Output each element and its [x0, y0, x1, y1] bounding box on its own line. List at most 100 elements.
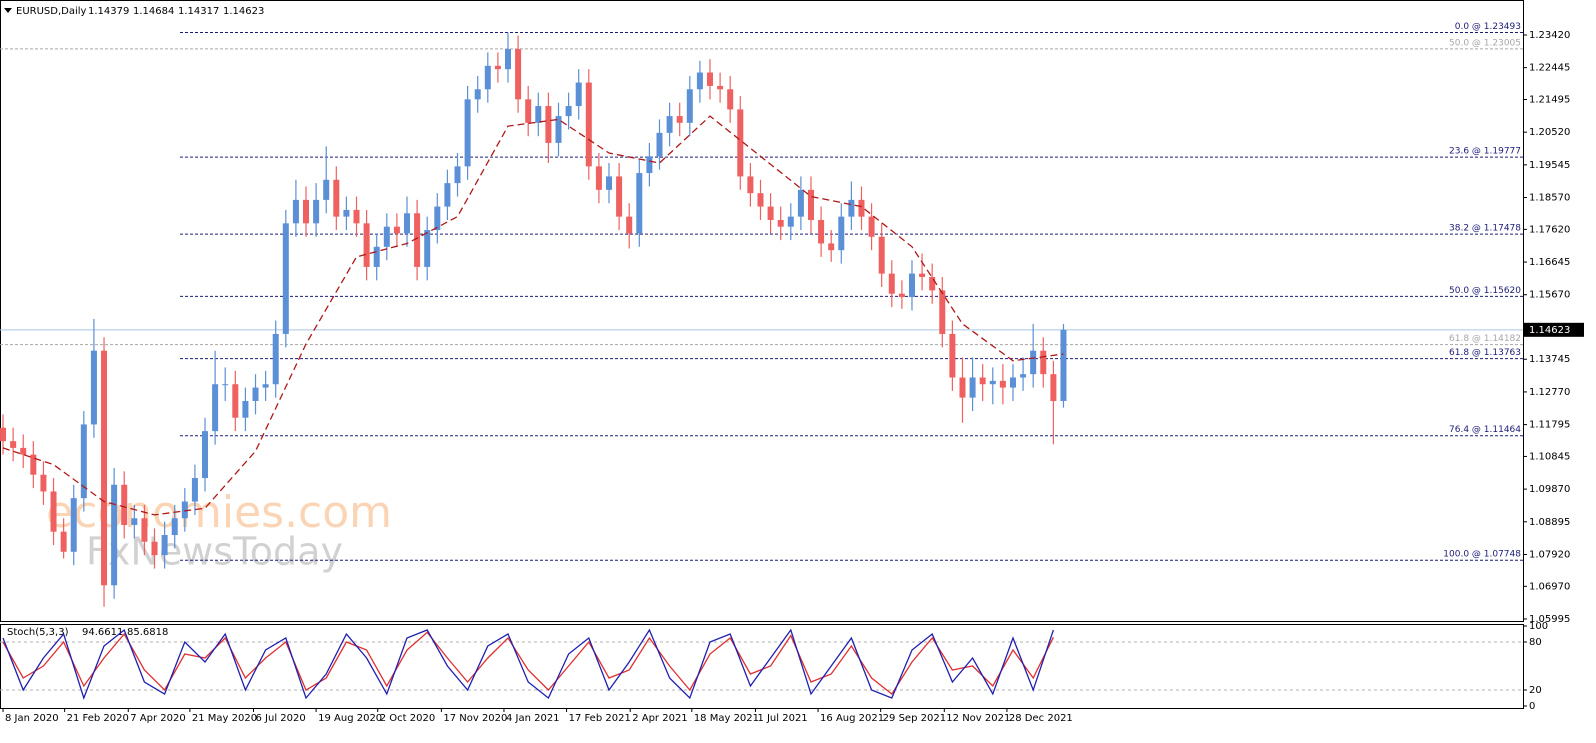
candle-body: [353, 209, 360, 224]
candle-body: [818, 219, 825, 244]
y-tick-label: 1.17620: [1529, 224, 1570, 235]
candle-body: [717, 85, 724, 90]
ohlc-reading: 1.14684: [133, 6, 174, 17]
candle-body: [1020, 374, 1027, 378]
candle-body: [767, 206, 774, 220]
candle-body: [50, 491, 57, 532]
candle-body: [737, 109, 744, 177]
candle-body: [777, 219, 784, 227]
candle-body: [888, 273, 895, 294]
watermark: FxNewsToday: [86, 530, 343, 574]
fib-label: 0.0 @ 1.23493: [1455, 22, 1521, 32]
x-tick-label: 18 May 2021: [694, 713, 759, 724]
candle-body: [464, 99, 471, 167]
candle-body: [605, 176, 612, 190]
candle-body: [757, 193, 764, 207]
x-tick-label: 2 Apr 2021: [632, 713, 687, 724]
current-price-box: [1524, 322, 1584, 337]
candle-body: [969, 377, 976, 398]
fib-label: 61.8 @ 1.13763: [1449, 348, 1521, 358]
candle-body: [424, 230, 431, 267]
y-tick-label: 1.11795: [1529, 420, 1570, 431]
candle-body: [363, 223, 370, 267]
candle-body: [232, 384, 239, 418]
candle-body: [505, 49, 512, 70]
candle-body: [484, 65, 491, 90]
y-tick-label: 1.08895: [1529, 517, 1570, 528]
stoch-tick-label: 100: [1529, 621, 1548, 632]
candle-body: [373, 246, 380, 267]
y-tick-label: 1.12770: [1529, 387, 1570, 398]
x-tick-label: 12 Nov 2021: [946, 713, 1010, 724]
candle-body: [626, 216, 633, 234]
x-tick-label: 2 Oct 2020: [380, 713, 435, 724]
candle-body: [999, 380, 1006, 388]
current-price-label: 1.14623: [1529, 325, 1570, 336]
moving-average: [2, 115, 1064, 516]
candle-body: [696, 72, 703, 90]
y-tick-label: 1.18570: [1529, 193, 1570, 204]
x-tick-label: 19 Aug 2020: [318, 713, 382, 724]
x-tick-label: 28 Dec 2021: [1009, 713, 1073, 724]
candle-body: [787, 216, 794, 227]
candle-body: [292, 199, 299, 224]
y-tick-label: 1.07920: [1529, 549, 1570, 560]
y-tick-label: 1.22445: [1529, 63, 1570, 74]
candle-body: [101, 350, 108, 586]
candle-body: [908, 273, 915, 298]
candle-body: [474, 89, 481, 100]
x-tick-label: 4 Jan 2021: [506, 713, 560, 724]
candle-body: [70, 498, 77, 552]
candle-body: [10, 441, 17, 448]
candle-body: [141, 518, 148, 542]
y-tick-label: 1.05995: [1529, 614, 1570, 625]
candle-body: [393, 226, 400, 234]
candle-body: [555, 116, 562, 143]
candle-body: [878, 236, 885, 274]
candle-body: [171, 518, 178, 536]
stoch-tick-label: 0: [1529, 701, 1535, 712]
x-tick-label: 21 May 2020: [192, 713, 257, 724]
candle-body: [949, 333, 956, 378]
candle-body: [727, 89, 734, 110]
candle-body: [585, 82, 592, 167]
fib-label: 38.2 @ 1.17478: [1449, 224, 1521, 234]
x-tick-label: 7 Apr 2020: [130, 713, 185, 724]
candle-body: [666, 116, 673, 133]
fib-label: 61.8 @ 1.14182: [1449, 334, 1521, 344]
candle-body: [282, 223, 289, 334]
y-tick-label: 1.16645: [1529, 257, 1570, 268]
stoch-reading: 85.6818: [127, 627, 168, 638]
candle-body: [212, 384, 219, 432]
y-tick-label: 1.09870: [1529, 484, 1570, 495]
candle-body: [898, 293, 905, 298]
ohlc-reading: 1.14379: [88, 6, 129, 17]
stoch-panel: [0, 624, 1524, 709]
y-tick-label: 1.21495: [1529, 95, 1570, 106]
candle-body: [858, 199, 865, 217]
candle-body: [919, 273, 926, 277]
candle-body: [1050, 374, 1057, 401]
candle-body: [616, 176, 623, 217]
candle-body: [303, 199, 310, 224]
candle-body: [0, 427, 7, 442]
stoch-k: [2, 628, 1055, 700]
candle-body: [191, 478, 198, 502]
stoch-tick-label: 20: [1529, 685, 1542, 696]
candle-body: [404, 213, 411, 234]
candle-body: [202, 431, 209, 479]
ohlc-reading: 1.14623: [223, 6, 264, 17]
collapse-icon[interactable]: [4, 8, 12, 13]
x-tick-label: 1 Jul 2021: [757, 713, 807, 724]
y-tick-label: 1.15670: [1529, 290, 1570, 301]
x-tick-label: 17 Nov 2020: [443, 713, 507, 724]
stoch-title: Stoch(5,3,3): [7, 627, 69, 638]
candle-body: [939, 290, 946, 334]
x-tick-label: 21 Feb 2020: [67, 713, 129, 724]
candle-body: [414, 213, 421, 267]
fib-label: 23.6 @ 1.19777: [1449, 147, 1521, 157]
fib-label: 50.0 @ 1.15620: [1449, 286, 1521, 296]
x-tick-label: 8 Jan 2020: [5, 713, 59, 724]
candle-body: [706, 72, 713, 86]
